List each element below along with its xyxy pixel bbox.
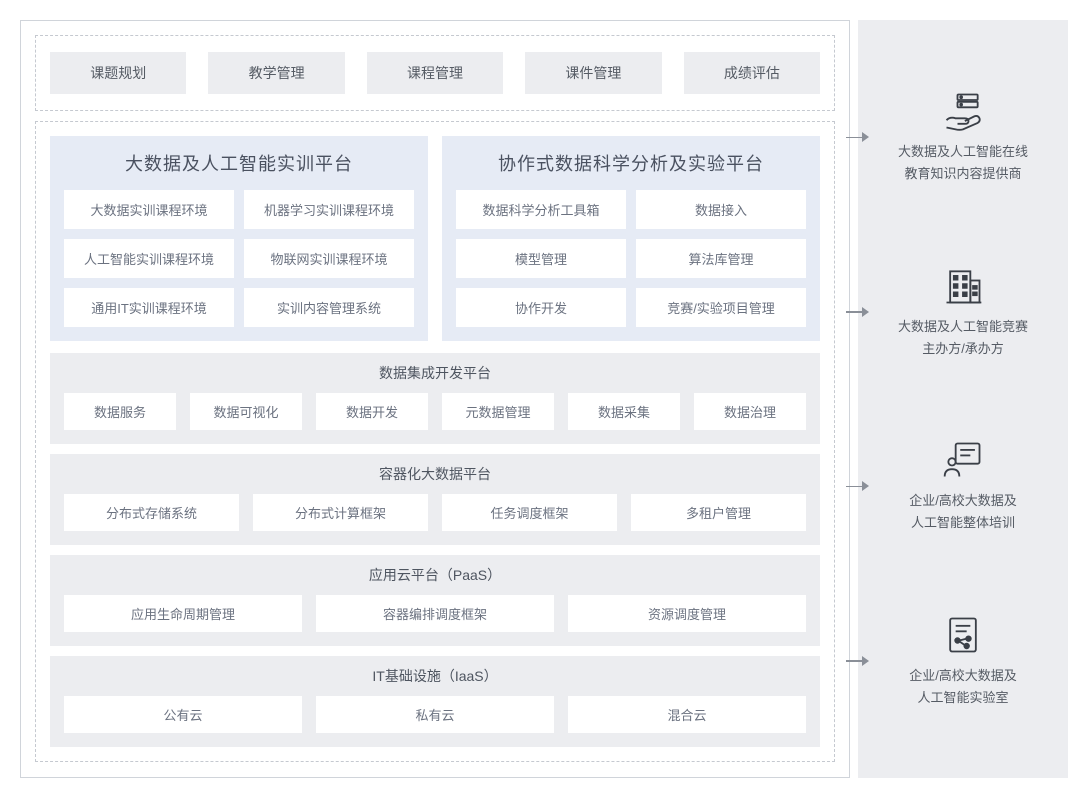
- cell: 资源调度管理: [568, 595, 806, 632]
- panel-title: 协作式数据科学分析及实验平台: [456, 150, 806, 176]
- cell: 数据可视化: [190, 393, 302, 430]
- sidebar: 大数据及人工智能在线 教育知识内容提供商 大数据及人工智能竞赛 主办方/承办方: [858, 20, 1068, 778]
- arrow-icon: [846, 480, 870, 492]
- section-title: 数据集成开发平台: [64, 363, 806, 383]
- sidebar-label-line1: 企业/高校大数据及: [870, 490, 1056, 512]
- sidebar-label-line1: 大数据及人工智能竞赛: [870, 316, 1056, 338]
- cell: 私有云: [316, 696, 554, 733]
- sidebar-label-line2: 教育知识内容提供商: [870, 163, 1056, 185]
- cell: 模型管理: [456, 239, 626, 278]
- section-row: 数据服务 数据可视化 数据开发 元数据管理 数据采集 数据治理: [64, 393, 806, 430]
- sidebar-item-training: 企业/高校大数据及 人工智能整体培训: [870, 438, 1056, 534]
- cell: 容器编排调度框架: [316, 595, 554, 632]
- cell: 多租户管理: [631, 494, 806, 531]
- cell: 分布式计算框架: [253, 494, 428, 531]
- person-board-icon: [870, 438, 1056, 482]
- panel-title: 大数据及人工智能实训平台: [64, 150, 414, 176]
- top-row: 课题规划 教学管理 课程管理 课件管理 成绩评估: [50, 52, 820, 94]
- gray-section-iaas: IT基础设施（IaaS） 公有云 私有云 混合云: [50, 656, 820, 747]
- top-box: 教学管理: [208, 52, 344, 94]
- cell: 人工智能实训课程环境: [64, 239, 234, 278]
- top-box: 成绩评估: [684, 52, 820, 94]
- sidebar-label-line2: 人工智能整体培训: [870, 512, 1056, 534]
- cell: 协作开发: [456, 288, 626, 327]
- sidebar-label-line1: 企业/高校大数据及: [870, 665, 1056, 687]
- arrow-icon: [846, 655, 870, 667]
- panel-grid: 数据科学分析工具箱 数据接入 模型管理 算法库管理 协作开发 竞赛/实验项目管理: [456, 190, 806, 327]
- section-title: 应用云平台（PaaS）: [64, 565, 806, 585]
- blue-panel-left: 大数据及人工智能实训平台 大数据实训课程环境 机器学习实训课程环境 人工智能实训…: [50, 136, 428, 341]
- cell: 物联网实训课程环境: [244, 239, 414, 278]
- cell: 数据服务: [64, 393, 176, 430]
- section-row: 公有云 私有云 混合云: [64, 696, 806, 733]
- cell: 公有云: [64, 696, 302, 733]
- cell: 应用生命周期管理: [64, 595, 302, 632]
- section-row: 分布式存储系统 分布式计算框架 任务调度框架 多租户管理: [64, 494, 806, 531]
- cell: 算法库管理: [636, 239, 806, 278]
- lower-dashed-container: 大数据及人工智能实训平台 大数据实训课程环境 机器学习实训课程环境 人工智能实训…: [35, 121, 835, 762]
- gray-section-container-bigdata: 容器化大数据平台 分布式存储系统 分布式计算框架 任务调度框架 多租户管理: [50, 454, 820, 545]
- cell: 分布式存储系统: [64, 494, 239, 531]
- sidebar-item-competition: 大数据及人工智能竞赛 主办方/承办方: [870, 264, 1056, 360]
- gray-section-paas: 应用云平台（PaaS） 应用生命周期管理 容器编排调度框架 资源调度管理: [50, 555, 820, 646]
- cell: 实训内容管理系统: [244, 288, 414, 327]
- cell: 数据开发: [316, 393, 428, 430]
- cell: 通用IT实训课程环境: [64, 288, 234, 327]
- cell: 混合云: [568, 696, 806, 733]
- sidebar-item-education: 大数据及人工智能在线 教育知识内容提供商: [870, 89, 1056, 185]
- blue-panel-right: 协作式数据科学分析及实验平台 数据科学分析工具箱 数据接入 模型管理 算法库管理…: [442, 136, 820, 341]
- sidebar-label-line1: 大数据及人工智能在线: [870, 141, 1056, 163]
- cell: 数据科学分析工具箱: [456, 190, 626, 229]
- arrow-icon: [846, 306, 870, 318]
- document-nodes-icon: [870, 613, 1056, 657]
- cell: 元数据管理: [442, 393, 554, 430]
- sidebar-item-lab: 企业/高校大数据及 人工智能实验室: [870, 613, 1056, 709]
- cell: 竞赛/实验项目管理: [636, 288, 806, 327]
- building-icon: [870, 264, 1056, 308]
- top-box: 课题规划: [50, 52, 186, 94]
- gray-section-data-integration: 数据集成开发平台 数据服务 数据可视化 数据开发 元数据管理 数据采集 数据治理: [50, 353, 820, 444]
- top-box: 课程管理: [367, 52, 503, 94]
- cell: 大数据实训课程环境: [64, 190, 234, 229]
- cell: 机器学习实训课程环境: [244, 190, 414, 229]
- cell: 任务调度框架: [442, 494, 617, 531]
- blue-panels-row: 大数据及人工智能实训平台 大数据实训课程环境 机器学习实训课程环境 人工智能实训…: [50, 136, 820, 341]
- cell: 数据治理: [694, 393, 806, 430]
- sidebar-label-line2: 主办方/承办方: [870, 338, 1056, 360]
- top-dashed-container: 课题规划 教学管理 课程管理 课件管理 成绩评估: [35, 35, 835, 111]
- top-box: 课件管理: [525, 52, 661, 94]
- panel-grid: 大数据实训课程环境 机器学习实训课程环境 人工智能实训课程环境 物联网实训课程环…: [64, 190, 414, 327]
- section-title: IT基础设施（IaaS）: [64, 666, 806, 686]
- sidebar-label-line2: 人工智能实验室: [870, 687, 1056, 709]
- cell: 数据接入: [636, 190, 806, 229]
- hand-server-icon: [870, 89, 1056, 133]
- section-row: 应用生命周期管理 容器编排调度框架 资源调度管理: [64, 595, 806, 632]
- cell: 数据采集: [568, 393, 680, 430]
- main-diagram-area: 课题规划 教学管理 课程管理 课件管理 成绩评估 大数据及人工智能实训平台 大数…: [20, 20, 850, 778]
- section-title: 容器化大数据平台: [64, 464, 806, 484]
- arrow-icon: [846, 131, 870, 143]
